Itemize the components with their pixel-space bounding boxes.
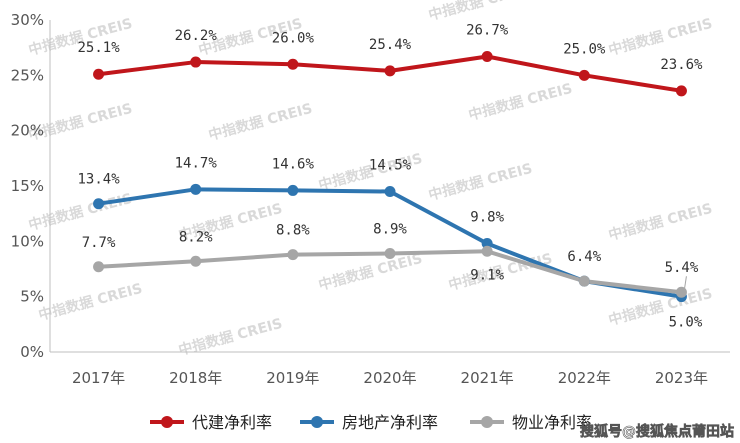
legend-swatch-marker <box>161 416 173 428</box>
watermark-text: 中指数据 CREIS <box>37 280 145 324</box>
data-point <box>190 56 202 68</box>
y-tick-label: 25% <box>11 66 44 84</box>
data-point <box>287 184 299 196</box>
data-label: 6.4% <box>567 249 601 265</box>
x-tick-label: 2023年 <box>655 369 708 387</box>
data-label: 25.0% <box>563 41 606 57</box>
watermark-text: 中指数据 CREIS <box>427 160 535 204</box>
data-point <box>578 69 590 81</box>
y-tick-label: 0% <box>20 343 44 361</box>
data-point <box>384 248 396 260</box>
data-point <box>675 85 687 97</box>
legend-label: 房地产净利率 <box>342 413 438 432</box>
x-tick-label: 2022年 <box>558 369 611 387</box>
data-point <box>384 65 396 77</box>
data-point <box>578 275 590 287</box>
data-point <box>384 186 396 198</box>
data-label: 9.1% <box>470 267 504 283</box>
watermark-text: 中指数据 CREIS <box>317 250 425 294</box>
data-point <box>481 245 493 257</box>
legend-swatch-marker <box>481 416 493 428</box>
source-credit-text: 搜狐号@搜狐焦点莆田站 <box>580 423 734 440</box>
data-point <box>93 68 105 80</box>
data-label: 14.5% <box>369 158 412 174</box>
y-tick-label: 15% <box>11 177 44 195</box>
x-tick-label: 2017年 <box>72 369 125 387</box>
data-label: 8.9% <box>373 222 407 238</box>
data-label: 5.4% <box>665 260 699 276</box>
watermark-text: 中指数据 CREIS <box>607 15 715 59</box>
data-label: 8.2% <box>179 229 213 245</box>
y-tick-label: 30% <box>11 11 44 29</box>
y-tick-label: 20% <box>11 122 44 140</box>
data-point <box>481 51 493 63</box>
x-tick-label: 2019年 <box>266 369 319 387</box>
y-tick-label: 10% <box>11 232 44 250</box>
watermark-text: 中指数据 CREIS <box>427 0 535 24</box>
data-label: 5.0% <box>669 315 703 331</box>
data-point <box>93 261 105 273</box>
legend-swatch-marker <box>311 416 323 428</box>
data-label: 9.8% <box>470 210 504 226</box>
x-tick-label: 2018年 <box>169 369 222 387</box>
x-tick-label: 2020年 <box>363 369 416 387</box>
x-tick-label: 2021年 <box>461 369 514 387</box>
source-credit: 搜狐号@搜狐焦点莆田站 <box>580 423 735 441</box>
watermark-layer: 中指数据 CREIS 中指数据 CREIS 中指数据 CREIS 中指数据 CREIS… <box>27 0 715 359</box>
data-label: 23.6% <box>660 57 703 73</box>
watermark-text: 中指数据 CREIS <box>27 190 135 234</box>
data-label: 26.7% <box>466 23 509 39</box>
watermark-text: 中指数据 CREIS <box>207 100 315 144</box>
data-label: 14.6% <box>272 156 315 172</box>
legend: 代建净利率 房地产净利率 物业净利率 <box>150 413 592 432</box>
data-point <box>287 58 299 70</box>
y-axis: 0% 5% 10% 15% 20% 25% 30% <box>11 11 51 361</box>
data-label: 26.2% <box>175 28 218 44</box>
data-point <box>190 255 202 267</box>
label-leader-line <box>683 276 687 290</box>
legend-label: 物业净利率 <box>512 413 592 432</box>
data-point <box>93 198 105 210</box>
data-label: 14.7% <box>175 155 218 171</box>
data-point <box>481 238 493 250</box>
watermark-text: 中指数据 CREIS <box>467 80 575 124</box>
x-axis: 2017年 2018年 2019年 2020年 2021年 2022年 2023年 <box>50 351 730 387</box>
data-label: 13.4% <box>77 172 120 188</box>
data-label: 7.7% <box>82 235 116 251</box>
data-point <box>190 183 202 195</box>
data-label: 26.0% <box>272 30 315 46</box>
data-point <box>287 249 299 261</box>
y-tick-label: 5% <box>20 288 44 306</box>
legend-label: 代建净利率 <box>192 413 272 432</box>
series-layer: 25.1% 26.2% 26.0% 25.4% 26.7% 25.0% 23.6% 13.4%… <box>77 23 703 331</box>
data-label: 25.4% <box>369 37 412 53</box>
data-point <box>675 286 687 298</box>
data-label: 25.1% <box>77 40 120 56</box>
watermark-text: 中指数据 CREIS <box>607 200 715 244</box>
data-label: 8.8% <box>276 223 310 239</box>
